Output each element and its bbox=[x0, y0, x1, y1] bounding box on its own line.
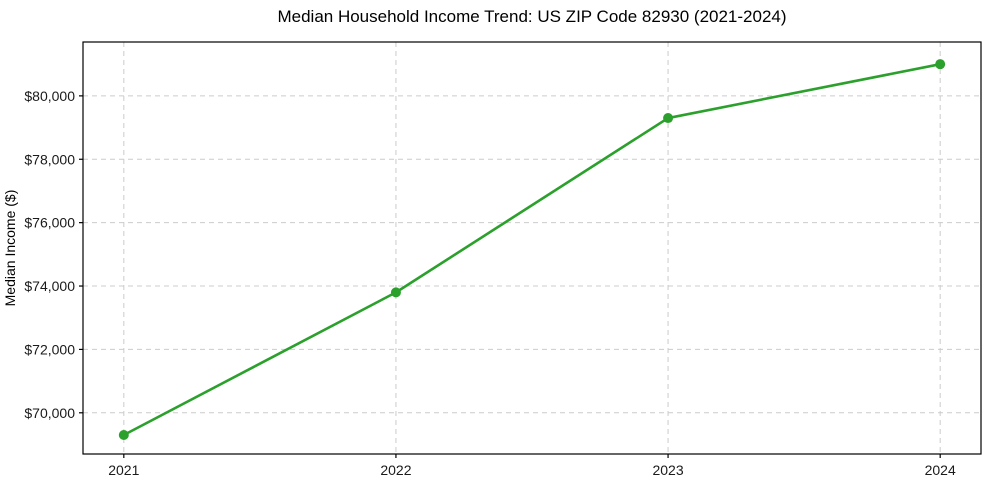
data-point-marker bbox=[390, 287, 401, 298]
trend-line bbox=[122, 62, 942, 437]
data-point-marker bbox=[663, 113, 674, 124]
x-tick-label: 2023 bbox=[652, 462, 683, 478]
x-tick-label: 2021 bbox=[108, 462, 139, 478]
grid-layer bbox=[83, 42, 981, 454]
data-point-marker bbox=[935, 59, 946, 70]
y-tick-label: $80,000 bbox=[24, 88, 75, 104]
y-tick-label: $72,000 bbox=[24, 341, 75, 357]
data-point-marker bbox=[118, 429, 129, 440]
y-tick-label: $74,000 bbox=[24, 278, 75, 294]
y-axis-label: Median Income ($) bbox=[2, 190, 18, 307]
y-tick-label: $76,000 bbox=[24, 215, 75, 231]
chart-title: Median Household Income Trend: US ZIP Co… bbox=[277, 7, 786, 26]
axis-layer: 2021 2022 2023 2024 $70,000 $72,000 $74,000 $76… bbox=[24, 41, 982, 478]
x-tick-label: 2024 bbox=[925, 462, 956, 478]
data-series-layer bbox=[118, 59, 946, 440]
y-tick-label: $78,000 bbox=[24, 151, 75, 167]
y-tick-label: $70,000 bbox=[24, 405, 75, 421]
plot-frame bbox=[82, 41, 982, 455]
x-tick-label: 2022 bbox=[380, 462, 411, 478]
